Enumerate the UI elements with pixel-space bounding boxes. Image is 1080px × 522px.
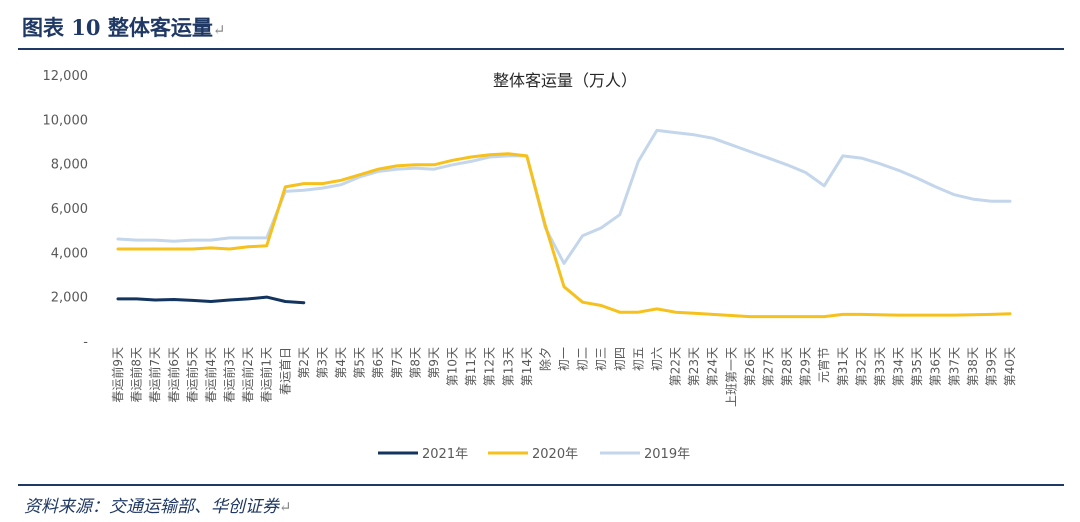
x-tick-label: 初二 bbox=[576, 347, 590, 371]
x-tick-label: 第11天 bbox=[464, 347, 478, 386]
x-tick-label: 元宵节 bbox=[816, 347, 831, 383]
y-axis-ticks: - 2,000 4,000 6,000 8,000 10,000 12,000 bbox=[43, 69, 89, 350]
x-tick-label: 初六 bbox=[650, 347, 664, 371]
x-tick-label: 第10天 bbox=[446, 347, 460, 386]
x-tick-label: 第6天 bbox=[371, 347, 385, 379]
x-tick-label: 春运前5天 bbox=[184, 347, 199, 403]
x-tick-label: 初五 bbox=[631, 347, 645, 371]
x-tick-label: 春运首日 bbox=[278, 347, 292, 395]
x-tick-label: 春运前2天 bbox=[240, 347, 255, 403]
figure-title: 图表 10 整体客运量↵ bbox=[22, 15, 226, 40]
x-tick-label: 上班第一天 bbox=[724, 347, 738, 407]
footer-rule bbox=[18, 484, 1064, 486]
x-tick-label: 春运前1天 bbox=[259, 347, 274, 403]
x-tick-label: 春运前4天 bbox=[203, 347, 218, 403]
x-tick-label: 第29天 bbox=[799, 347, 813, 386]
x-tick-label: 第9天 bbox=[427, 347, 441, 379]
legend-label: 2021年 bbox=[422, 447, 468, 462]
x-tick-label: 春运前7天 bbox=[147, 347, 162, 403]
y-tick-label: 6,000 bbox=[51, 202, 88, 217]
x-tick-label: 第2天 bbox=[297, 347, 311, 379]
figure-header: 图表 10 整体客运量↵ bbox=[0, 0, 1080, 50]
x-tick-label: 第37天 bbox=[947, 347, 961, 386]
x-tick-label: 第8天 bbox=[408, 347, 422, 379]
x-tick-label: 第28天 bbox=[780, 347, 794, 386]
x-tick-label: 第34天 bbox=[892, 347, 906, 386]
x-tick-label: 第4天 bbox=[334, 347, 348, 379]
x-tick-label: 第5天 bbox=[353, 347, 367, 379]
x-tick-label: 第24天 bbox=[706, 347, 720, 386]
x-tick-label: 第38天 bbox=[966, 347, 980, 386]
chart-title: 整体客运量（万人） bbox=[493, 71, 637, 90]
y-tick-label: 12,000 bbox=[43, 69, 89, 84]
x-tick-label: 春运前3天 bbox=[222, 347, 237, 403]
y-tick-label: 10,000 bbox=[43, 113, 89, 128]
y-tick-label: - bbox=[83, 335, 88, 350]
x-tick-label: 第33天 bbox=[873, 347, 887, 386]
series-layer bbox=[116, 128, 1012, 319]
top-rule bbox=[18, 48, 1064, 50]
x-tick-label: 第14天 bbox=[520, 347, 534, 386]
series-line-2021年 bbox=[116, 295, 306, 305]
series-line-2019年 bbox=[116, 128, 1012, 265]
x-tick-label: 第7天 bbox=[390, 347, 404, 379]
x-tick-label: 春运前8天 bbox=[129, 347, 144, 403]
x-tick-label: 第12天 bbox=[483, 347, 497, 386]
x-tick-label: 第35天 bbox=[910, 347, 924, 386]
legend-label: 2019年 bbox=[644, 447, 690, 462]
x-tick-label: 第13天 bbox=[501, 347, 515, 386]
source-note: 资料来源：交通运输部、华创证券↵ bbox=[24, 497, 292, 517]
legend-label: 2020年 bbox=[532, 447, 578, 462]
x-tick-label: 初一 bbox=[557, 347, 571, 371]
return-mark-icon: ↵ bbox=[212, 21, 226, 39]
legend: 2021年 2020年 2019年 bbox=[378, 447, 690, 462]
x-tick-label: 第23天 bbox=[687, 347, 701, 386]
x-tick-label: 第26天 bbox=[743, 347, 757, 386]
x-tick-label: 第27天 bbox=[761, 347, 775, 386]
x-axis-ticks: 春运前9天 春运前8天 春运前7天 春运前6天 春运前5天 春运前4天 春运前3天 春运前2天… bbox=[110, 347, 1017, 407]
series-line-2020年 bbox=[116, 152, 1012, 319]
x-tick-label: 除夕 bbox=[537, 347, 552, 371]
passenger-volume-chart: 整体客运量（万人） - 2,000 4,000 6,000 8,000 10,000 12,… bbox=[43, 69, 1018, 462]
x-tick-label: 第31天 bbox=[836, 347, 850, 386]
x-tick-label: 第40天 bbox=[1003, 347, 1017, 386]
x-tick-label: 初三 bbox=[594, 347, 608, 371]
x-tick-label: 第22天 bbox=[669, 347, 683, 386]
y-tick-label: 4,000 bbox=[51, 246, 88, 261]
x-tick-label: 第3天 bbox=[315, 347, 329, 379]
x-tick-label: 春运前6天 bbox=[166, 347, 181, 403]
x-tick-label: 第32天 bbox=[854, 347, 868, 386]
return-mark-icon: ↵ bbox=[279, 498, 292, 516]
x-tick-label: 第36天 bbox=[929, 347, 943, 386]
y-tick-label: 2,000 bbox=[51, 291, 88, 306]
x-tick-label: 春运前9天 bbox=[110, 347, 125, 403]
x-tick-label: 第39天 bbox=[984, 347, 998, 386]
y-tick-label: 8,000 bbox=[51, 158, 88, 173]
x-tick-label: 初四 bbox=[613, 347, 627, 371]
